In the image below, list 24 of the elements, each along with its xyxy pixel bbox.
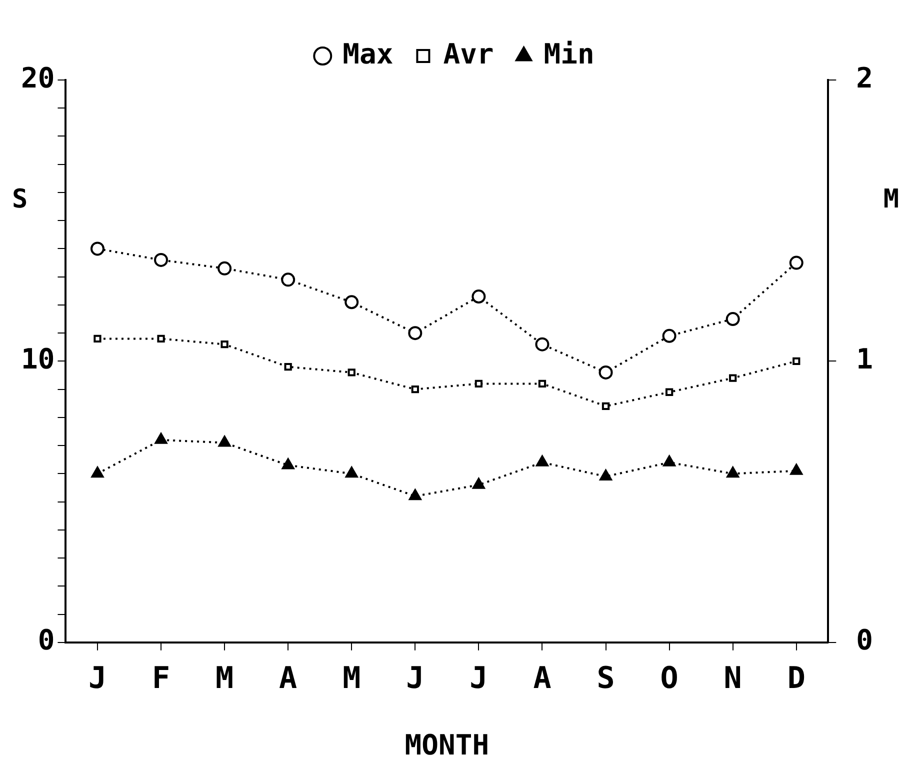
x-tick-label: J: [470, 661, 488, 696]
legend-label: Avr: [443, 37, 494, 70]
y-tick-label: 20: [20, 61, 55, 94]
y2-tick-label: 1: [856, 342, 873, 376]
y-tick-label: 10: [20, 342, 55, 376]
x-tick-label: M: [342, 661, 361, 696]
y-axis-title: S: [12, 184, 28, 215]
x-tick-label: F: [152, 661, 170, 696]
x-tick-label: S: [596, 661, 615, 696]
y2-tick-label: 0: [856, 624, 873, 657]
legend-label: Min: [544, 37, 594, 70]
x-tick-label: J: [406, 661, 424, 696]
x-tick-label: A: [279, 661, 298, 696]
legend-label: Max: [342, 37, 394, 70]
x-tick-label: O: [660, 661, 678, 696]
x-tick-label: J: [88, 661, 107, 696]
x-tick-label: D: [787, 661, 806, 696]
y2-tick-label: 2: [856, 61, 873, 94]
y-tick-label: 0: [38, 624, 55, 657]
x-tick-label: N: [724, 661, 742, 696]
y2-axis-title: M: [883, 184, 899, 215]
x-tick-label: A: [533, 661, 552, 696]
x-axis-title: MONTH: [404, 728, 490, 762]
x-tick-label: M: [216, 661, 234, 696]
